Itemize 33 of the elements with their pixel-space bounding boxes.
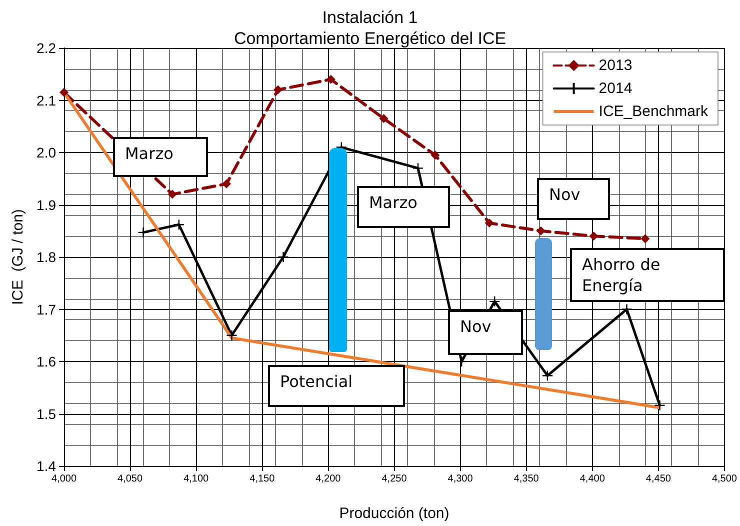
x-tick-label: 4,050	[118, 474, 143, 484]
y-axis-title: ICE (GJ / ton)	[10, 209, 27, 305]
x-tick-label: 4,000	[51, 474, 77, 484]
callout-box: Nov	[537, 178, 610, 220]
y-tick-label: 2.1	[36, 92, 56, 108]
y-tick-label: 2.0	[36, 144, 56, 160]
y-tick-label: 1.9	[36, 196, 56, 213]
x-tick-label: 4,200	[316, 474, 342, 484]
chart-subtitle: Comportamiento Energético del ICE	[234, 29, 506, 48]
x-tick-label: 4,250	[382, 474, 408, 484]
x-tick-label: 4,450	[646, 474, 672, 484]
legend-label: 2014	[598, 80, 632, 97]
x-axis-title: Producción (ton)	[339, 505, 450, 522]
chart-title: Instalación 1	[322, 8, 418, 27]
y-tick-label: 1.6	[36, 354, 56, 370]
legend-label: ICE_Benchmark	[598, 103, 708, 120]
x-tick-label: 4,100	[184, 474, 210, 484]
callout-box: Nov	[448, 310, 523, 355]
callout-box: Marzo	[357, 186, 450, 228]
y-tick-label: 1.5	[36, 406, 56, 422]
callout-box: Ahorro de Energía	[570, 248, 725, 302]
y-tick-label: 1.8	[36, 249, 56, 265]
y-tick-label: 1.4	[36, 458, 56, 474]
callout-box: Potencial	[268, 365, 405, 407]
callout-box: Marzo	[113, 137, 208, 177]
x-tick-label: 4,350	[514, 474, 540, 484]
y-tick-label: 2.2	[36, 40, 56, 56]
y-tick-label: 1.7	[36, 301, 56, 318]
x-tick-label: 4,500	[712, 474, 738, 484]
x-tick-label: 4,300	[448, 474, 474, 484]
legend-label: 2013	[598, 57, 632, 74]
x-tick-label: 4,150	[250, 474, 276, 484]
x-tick-label: 4,400	[580, 474, 606, 484]
